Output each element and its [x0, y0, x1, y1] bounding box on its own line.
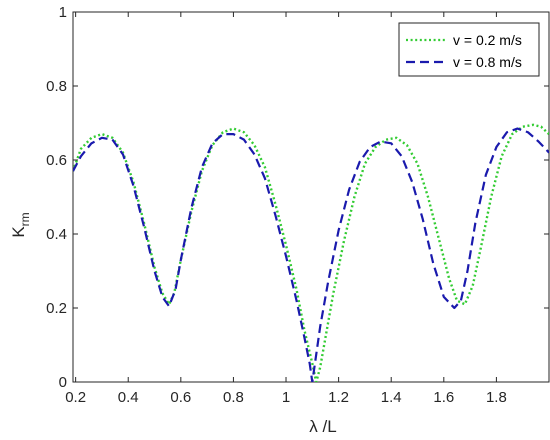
- legend: v = 0.2 m/s v = 0.8 m/s: [398, 22, 540, 77]
- y-tick-label: 0: [59, 374, 67, 391]
- x-axis: 0.2 0.4 0.6 0.8 1 1.2 1.4 1.6 1.8: [65, 12, 507, 406]
- x-tick-label: 1: [282, 389, 290, 406]
- y-tick-label: 1: [59, 4, 67, 21]
- y-tick-label: 0.2: [46, 300, 67, 317]
- series-layer: [73, 123, 549, 382]
- x-tick-label: 1.4: [381, 389, 402, 406]
- y-axis-label: Krm: [9, 212, 32, 237]
- x-axis-label: λ /L: [309, 417, 336, 436]
- svg-text:Krm: Krm: [9, 212, 32, 237]
- x-tick-label: 0.4: [118, 389, 139, 406]
- y-axis: 0 0.2 0.4 0.6 0.8 1: [46, 4, 549, 391]
- y-axis-label-subscript: rm: [18, 212, 32, 226]
- y-axis-label-main: K: [9, 226, 28, 238]
- x-tick-label: 1.8: [486, 389, 507, 406]
- x-tick-label: 0.6: [170, 389, 191, 406]
- y-tick-label: 0.8: [46, 78, 67, 95]
- x-tick-label: 0.2: [65, 389, 86, 406]
- y-tick-label: 0.6: [46, 152, 67, 169]
- legend-label-v-0-8: v = 0.8 m/s: [453, 54, 522, 70]
- y-tick-label: 0.4: [46, 226, 67, 243]
- legend-box: [398, 22, 540, 77]
- x-tick-label: 1.6: [433, 389, 454, 406]
- legend-label-v-0-2: v = 0.2 m/s: [453, 32, 522, 48]
- series-line-1: [73, 127, 549, 382]
- x-tick-label: 1.2: [328, 389, 349, 406]
- x-tick-label: 0.8: [223, 389, 244, 406]
